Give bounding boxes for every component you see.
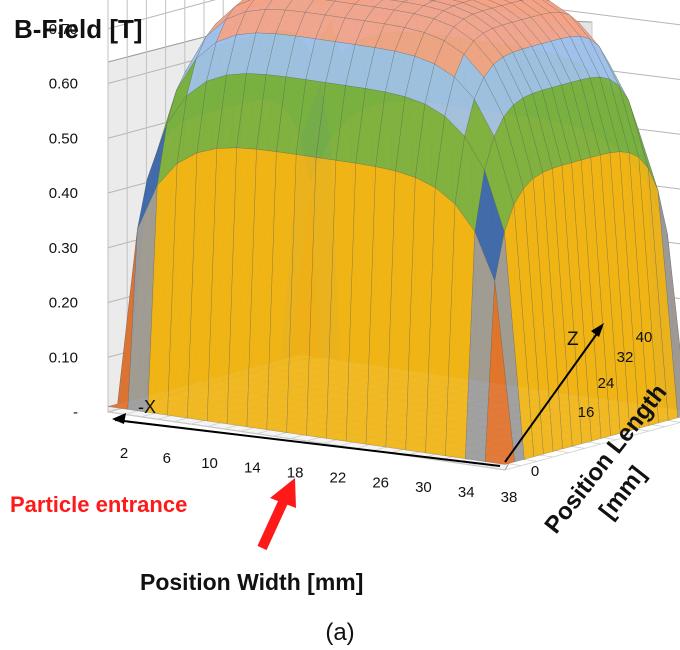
y-tick-label: 16 bbox=[578, 404, 595, 421]
x-tick-label: 14 bbox=[244, 460, 261, 477]
z-tick-label: 0.10 bbox=[49, 349, 78, 366]
x-tick-label: 30 bbox=[415, 479, 432, 496]
y-axis-line bbox=[504, 327, 602, 463]
chart-title: B-Field [T] bbox=[14, 14, 143, 44]
particle-entrance-label: Particle entrance bbox=[10, 492, 187, 517]
z-tick-label: 0.40 bbox=[49, 185, 78, 202]
x-axis-arrowhead bbox=[112, 413, 126, 424]
z-tick-label: 0.20 bbox=[49, 295, 78, 312]
y-tick-label: 32 bbox=[617, 349, 634, 366]
x-tick-label: 34 bbox=[458, 484, 475, 501]
x-tick-label: 18 bbox=[287, 465, 304, 482]
z-tick-label: 0.50 bbox=[49, 130, 78, 147]
z-tick-label: 0.30 bbox=[49, 240, 78, 257]
x-axis-label: Position Width [mm] bbox=[140, 569, 363, 595]
y-axis-arrowhead bbox=[591, 323, 604, 337]
x-axis-marker: -X bbox=[138, 397, 156, 417]
surface-patch bbox=[484, 281, 515, 465]
x-axis-line bbox=[114, 419, 501, 467]
x-axis-ticks: 2 6 10 14 18 22 26 30 34 38 bbox=[120, 445, 518, 506]
x-tick-label: 2 bbox=[120, 445, 128, 462]
x-tick-label: 10 bbox=[201, 455, 218, 472]
z-axis-ticks: 0.800.700.600.500.400.300.200.10- bbox=[49, 21, 78, 421]
x-tick-label: 22 bbox=[330, 469, 347, 486]
z-tick-label: 0.70 bbox=[49, 21, 78, 38]
axes bbox=[112, 323, 604, 467]
x-tick-label: 26 bbox=[372, 474, 389, 491]
surface-mesh bbox=[107, 0, 680, 465]
y-axis-marker: Z bbox=[567, 329, 579, 350]
z-tick-label: - bbox=[73, 404, 78, 421]
x-tick-label: 6 bbox=[163, 450, 171, 467]
y-tick-label: 40 bbox=[636, 329, 653, 346]
y-tick-label: 24 bbox=[598, 375, 615, 392]
particle-entrance-arrow bbox=[257, 478, 296, 551]
x-tick-label: 38 bbox=[501, 489, 518, 506]
y-tick-label: 0 bbox=[531, 463, 539, 480]
figure-caption: (a) bbox=[325, 619, 354, 646]
z-tick-label: 0.60 bbox=[49, 76, 78, 93]
